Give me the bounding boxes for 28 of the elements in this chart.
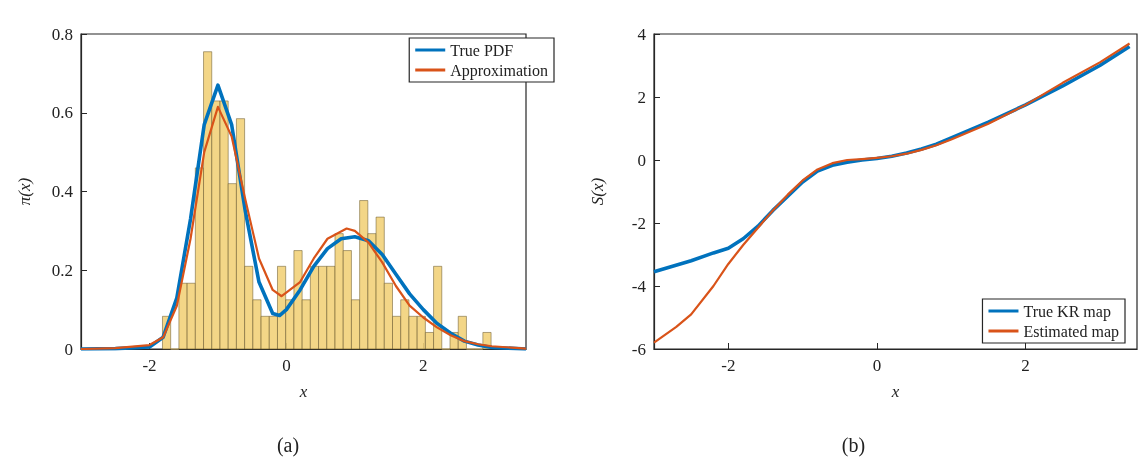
y-tick-label: -4 (631, 276, 647, 296)
text: (b) (841, 434, 866, 457)
y-tick-label: 0.6 (51, 103, 73, 123)
legend-label: Estimated map (1023, 322, 1119, 341)
y-axis-title: S(x) (588, 177, 607, 206)
y-tick-label: -6 (631, 339, 646, 359)
y-tick-label: 0.2 (51, 260, 73, 280)
y-tick-label: 0.4 (51, 182, 74, 201)
y-axis-title: π(x) (15, 177, 34, 206)
x-tick-label: 2 (1021, 356, 1030, 375)
text: (a) (276, 434, 300, 457)
legend-label: Approximation (450, 61, 548, 80)
x-tick-label: 2 (419, 356, 428, 375)
x-axis-title: x (890, 382, 900, 401)
y-tick-label: 0 (64, 339, 73, 359)
x-tick-label: 0 (282, 356, 291, 375)
legend-label: True PDF (450, 41, 514, 59)
x-tick-label: 0 (872, 356, 882, 375)
y-tick-label: 0.8 (51, 24, 73, 44)
y-tick-label: -2 (631, 213, 646, 233)
y-tick-label: 0 (637, 150, 646, 170)
x-tick-label: -2 (721, 356, 736, 375)
x-axis-title: x (298, 382, 308, 401)
y-tick-label: 4 (637, 24, 647, 44)
y-tick-label: 2 (637, 87, 646, 107)
line-series (652, 42, 1131, 344)
legend-label: True KR map (1023, 302, 1111, 321)
x-tick-label: -2 (142, 356, 157, 375)
